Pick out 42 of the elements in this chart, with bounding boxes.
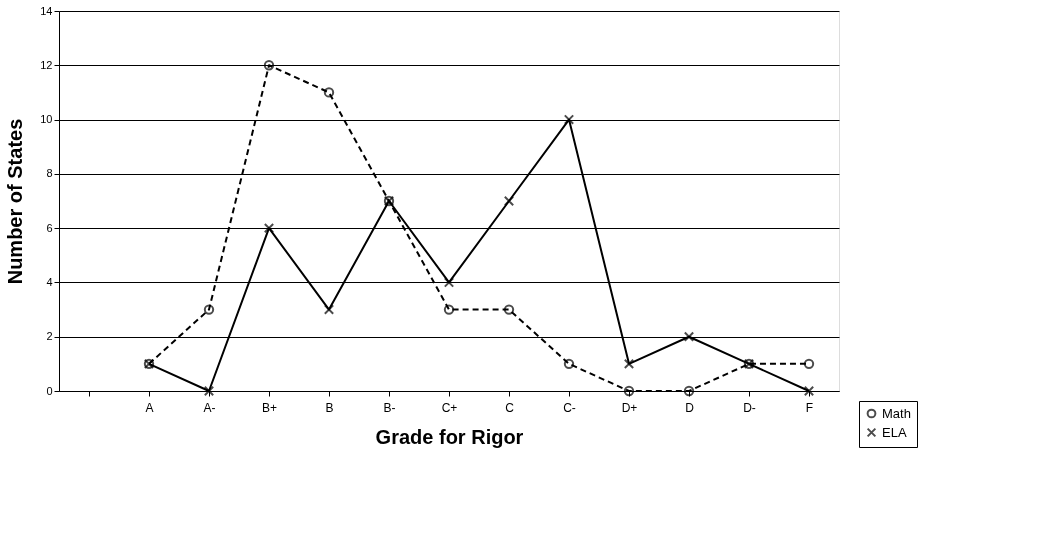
x-tick-label: D- — [743, 400, 756, 415]
y-tick-label: 14 — [40, 4, 53, 17]
y-tick-label: 2 — [46, 330, 53, 343]
point — [683, 331, 695, 342]
x-tick-label: C — [505, 400, 515, 415]
x-tick-label: B — [325, 400, 334, 415]
y-tick-label: 8 — [46, 167, 53, 180]
point — [803, 385, 815, 397]
y-tick-label: 10 — [40, 113, 53, 126]
point — [803, 358, 815, 370]
x-tick-label: D+ — [621, 400, 638, 415]
y-tick-label: 12 — [40, 58, 53, 71]
point — [623, 358, 635, 370]
x-tick-label: B+ — [261, 400, 278, 415]
x-axis-title: Grade for Rigor — [375, 425, 524, 448]
point — [623, 385, 635, 397]
y-tick-label: 4 — [46, 275, 53, 288]
x-tick-label: C+ — [441, 400, 458, 415]
y-tick-label: 0 — [46, 384, 53, 397]
point — [443, 277, 455, 288]
x-tick-label: B- — [383, 400, 396, 415]
legend-label: ELA — [882, 424, 907, 440]
x-tick-label: A — [145, 400, 154, 415]
point — [563, 358, 575, 370]
x-tick-label: F — [805, 400, 814, 415]
x-tick-label: A- — [203, 400, 216, 415]
x-tick-label: D — [685, 400, 695, 415]
point — [203, 385, 215, 397]
x-tick-label: C- — [563, 400, 576, 415]
y-tick-label: 6 — [46, 221, 53, 234]
point — [503, 195, 515, 207]
point — [263, 60, 275, 71]
point — [323, 304, 335, 315]
point — [263, 222, 275, 234]
point — [563, 114, 575, 125]
y-axis-title: Number of States — [4, 118, 27, 285]
point — [443, 304, 455, 315]
point — [503, 304, 515, 315]
legend-label: Math — [882, 405, 911, 421]
point — [323, 87, 335, 98]
point — [203, 304, 215, 315]
point — [683, 385, 695, 397]
